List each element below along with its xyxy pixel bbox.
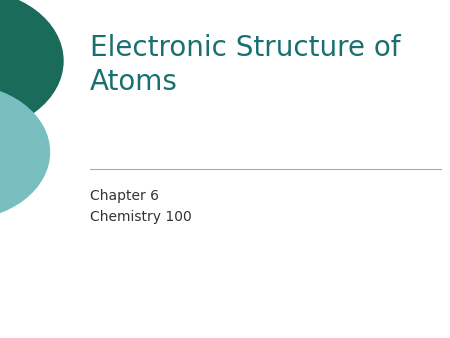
Circle shape [0, 84, 50, 220]
Text: Chapter 6
Chemistry 100: Chapter 6 Chemistry 100 [90, 189, 192, 224]
Circle shape [0, 0, 63, 132]
Text: Electronic Structure of
Atoms: Electronic Structure of Atoms [90, 34, 400, 96]
